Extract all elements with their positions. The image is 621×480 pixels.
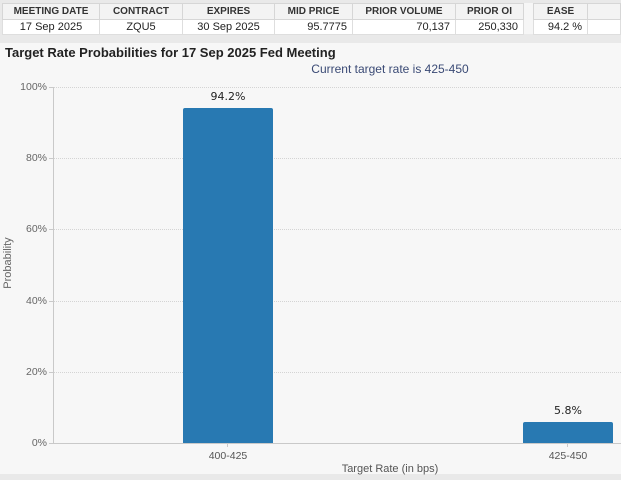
y-axis-title: Probability: [2, 237, 14, 289]
y-axis-line: [53, 87, 54, 443]
cell-clipped: [587, 19, 621, 35]
y-tick-mark: [49, 301, 53, 302]
bar-value-label-400-425: 94.2%: [210, 90, 246, 103]
chart-title: Target Rate Probabilities for 17 Sep 202…: [5, 45, 336, 60]
cell-ease: 94.2 %: [532, 19, 589, 35]
y-tick-mark: [49, 87, 53, 88]
y-tick-mark: [49, 229, 53, 230]
column-header-meeting-date: MEETING DATE: [2, 3, 100, 20]
ease-table-data-row: 94.2 %: [532, 19, 621, 35]
cell-expires: 30 Sep 2025: [182, 19, 275, 35]
column-header-clipped: [587, 3, 621, 20]
bar-425-450[interactable]: [523, 422, 613, 443]
ease-table-header-row: EASE: [532, 3, 621, 20]
x-tick-mark-400-425: [227, 443, 228, 447]
bar-value-label-425-450: 5.8%: [554, 404, 582, 417]
gridline-60: [53, 229, 621, 230]
gridline-40: [53, 301, 621, 302]
contract-summary-table: MEETING DATE CONTRACT EXPIRES MID PRICE …: [2, 3, 524, 35]
cell-prior-volume: 70,137: [352, 19, 456, 35]
table-gap: [524, 3, 533, 34]
x-tick-mark-425-450: [567, 443, 568, 447]
column-header-ease: EASE: [532, 3, 589, 20]
ease-table: EASE 94.2 %: [532, 3, 621, 35]
column-header-prior-oi: PRIOR OI: [455, 3, 524, 20]
y-tick-label-40: 40%: [25, 295, 47, 307]
y-tick-label-20: 20%: [25, 366, 47, 378]
y-tick-label-60: 60%: [25, 223, 47, 235]
column-header-expires: EXPIRES: [182, 3, 275, 20]
y-tick-label-0: 0%: [31, 437, 47, 449]
contract-table-data-row: 17 Sep 2025 ZQU5 30 Sep 2025 95.7775 70,…: [2, 19, 524, 35]
chart-subtitle: Current target rate is 425-450: [311, 62, 469, 76]
gridline-100: [53, 87, 621, 88]
cell-meeting-date: 17 Sep 2025: [2, 19, 100, 35]
cell-mid-price: 95.7775: [274, 19, 353, 35]
bar-400-425[interactable]: [183, 108, 273, 443]
gridline-20: [53, 372, 621, 373]
column-header-mid-price: MID PRICE: [274, 3, 353, 20]
cell-contract: ZQU5: [99, 19, 183, 35]
y-tick-mark: [49, 372, 53, 373]
gridline-80: [53, 158, 621, 159]
x-tick-label-425-450: 425-450: [548, 450, 588, 462]
y-tick-label-100: 100%: [20, 81, 47, 93]
cell-prior-oi: 250,330: [455, 19, 524, 35]
column-header-contract: CONTRACT: [99, 3, 183, 20]
x-tick-label-400-425: 400-425: [208, 450, 248, 462]
contract-table-header-row: MEETING DATE CONTRACT EXPIRES MID PRICE …: [2, 3, 524, 20]
y-tick-mark: [49, 443, 53, 444]
y-tick-label-80: 80%: [25, 152, 47, 164]
x-axis-title: Target Rate (in bps): [341, 463, 439, 475]
column-header-prior-volume: PRIOR VOLUME: [352, 3, 456, 20]
y-tick-mark: [49, 158, 53, 159]
probability-chart: Target Rate Probabilities for 17 Sep 202…: [0, 43, 621, 475]
x-axis-line: [53, 443, 621, 444]
